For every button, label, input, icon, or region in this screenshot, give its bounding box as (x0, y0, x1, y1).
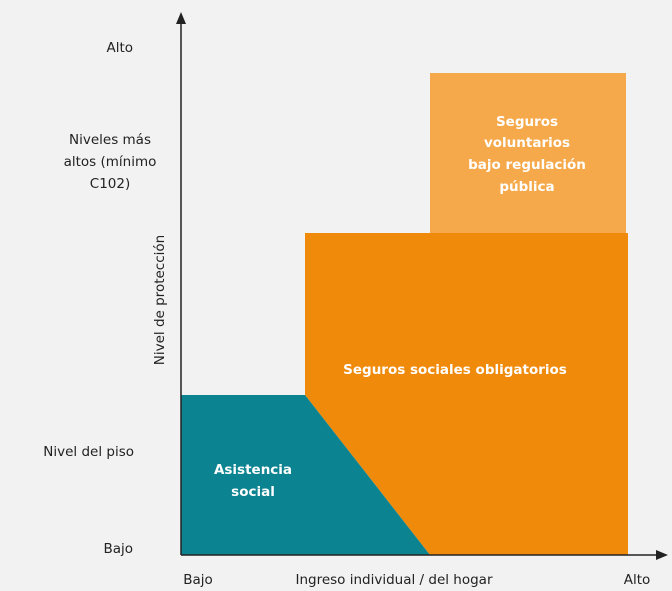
y-level: C102) (90, 176, 130, 192)
region-label: pública (499, 179, 554, 195)
y-level: Bajo (103, 541, 133, 557)
y-level: Alto (106, 40, 133, 56)
assistance-region (181, 395, 430, 555)
x-low: Bajo (183, 572, 213, 588)
region-label: voluntarios (484, 135, 570, 151)
y-axis-title: Nivel de protección (152, 235, 168, 365)
voluntary-region (430, 73, 626, 234)
mandatory-region (305, 233, 628, 555)
x-high: Alto (624, 572, 651, 588)
x-arrow (656, 550, 668, 560)
y-level: Niveles más (69, 132, 151, 148)
region-label: Asistencia (214, 462, 292, 478)
y-arrow (176, 12, 186, 24)
y-level: Nivel del piso (43, 444, 134, 460)
region-label: social (231, 484, 275, 500)
region-label: Seguros (496, 114, 558, 130)
x-axis-title: Ingreso individual / del hogar (295, 572, 492, 588)
region-label: bajo regulación (468, 157, 586, 173)
y-level: altos (mínimo (64, 154, 157, 170)
region-label: Seguros sociales obligatorios (343, 362, 567, 378)
